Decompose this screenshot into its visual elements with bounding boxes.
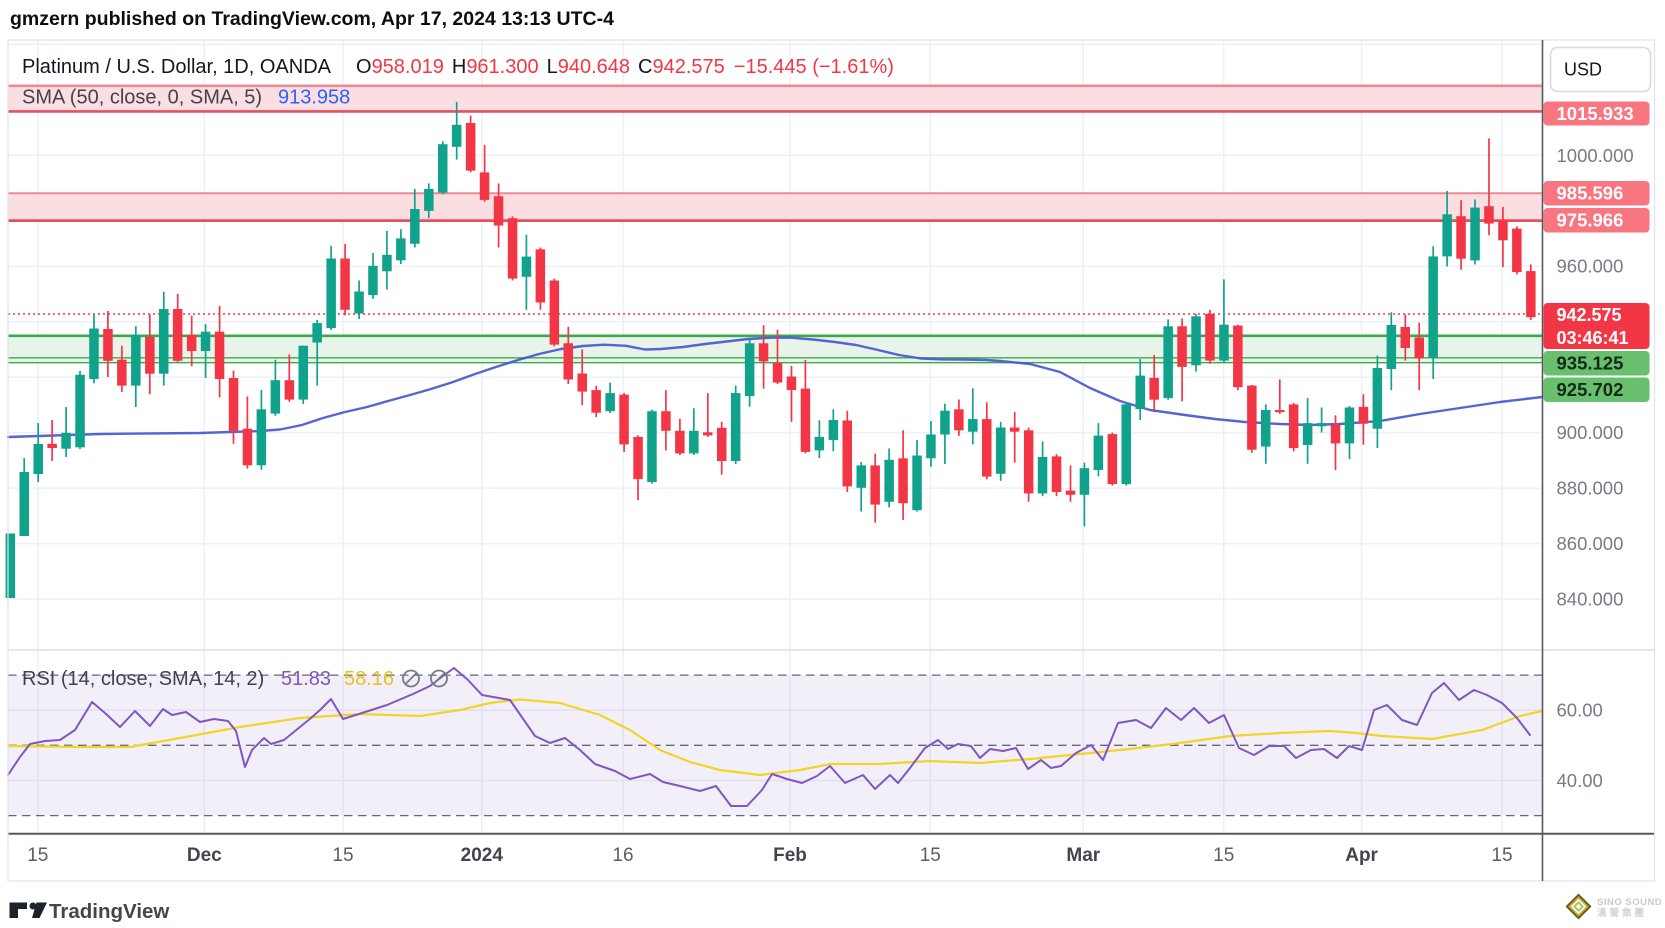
svg-text:15: 15 — [1491, 845, 1512, 866]
svg-text:Apr: Apr — [1345, 845, 1378, 866]
svg-text:51.83: 51.83 — [281, 668, 331, 690]
svg-text:913.958: 913.958 — [278, 87, 350, 109]
svg-text:840.000: 840.000 — [1557, 589, 1624, 610]
svg-text:960.000: 960.000 — [1557, 256, 1624, 277]
svg-text:985.596: 985.596 — [1557, 183, 1624, 204]
svg-text:Platinum / U.S. Dollar, 1D, OA: Platinum / U.S. Dollar, 1D, OANDA — [22, 56, 332, 78]
svg-text:925.702: 925.702 — [1557, 379, 1624, 400]
svg-text:1015.933: 1015.933 — [1557, 103, 1634, 124]
svg-text:60.00: 60.00 — [1557, 700, 1603, 721]
svg-text:SMA (50, close, 0, SMA, 5): SMA (50, close, 0, SMA, 5) — [22, 87, 262, 109]
svg-text:900.000: 900.000 — [1557, 422, 1624, 443]
svg-text:Feb: Feb — [773, 845, 807, 866]
svg-text:2024: 2024 — [461, 845, 504, 866]
svg-text:gmzern published on TradingVie: gmzern published on TradingView.com, Apr… — [10, 8, 614, 30]
svg-text:975.966: 975.966 — [1557, 210, 1624, 231]
svg-text:942.575: 942.575 — [1557, 305, 1622, 325]
svg-text:860.000: 860.000 — [1557, 533, 1624, 554]
svg-text:58.16: 58.16 — [344, 668, 394, 690]
svg-text:15: 15 — [920, 845, 941, 866]
svg-text:03:46:41: 03:46:41 — [1557, 328, 1629, 348]
svg-text:SINO SOUND: SINO SOUND — [1597, 897, 1662, 908]
svg-text:15: 15 — [27, 845, 48, 866]
svg-text:1000.000: 1000.000 — [1557, 145, 1634, 166]
svg-text:Dec: Dec — [187, 845, 222, 866]
svg-text:16: 16 — [612, 845, 633, 866]
svg-text:RSI (14, close, SMA, 14, 2): RSI (14, close, SMA, 14, 2) — [22, 668, 264, 690]
svg-text:40.00: 40.00 — [1557, 770, 1603, 791]
svg-text:漢聲集團: 漢聲集團 — [1597, 907, 1647, 919]
svg-text:935.125: 935.125 — [1557, 353, 1624, 374]
svg-text:15: 15 — [1213, 845, 1234, 866]
svg-text:TradingView: TradingView — [49, 900, 169, 923]
svg-text:880.000: 880.000 — [1557, 478, 1624, 499]
svg-text:USD: USD — [1564, 60, 1602, 80]
svg-text:Mar: Mar — [1066, 845, 1100, 866]
svg-text:15: 15 — [332, 845, 353, 866]
